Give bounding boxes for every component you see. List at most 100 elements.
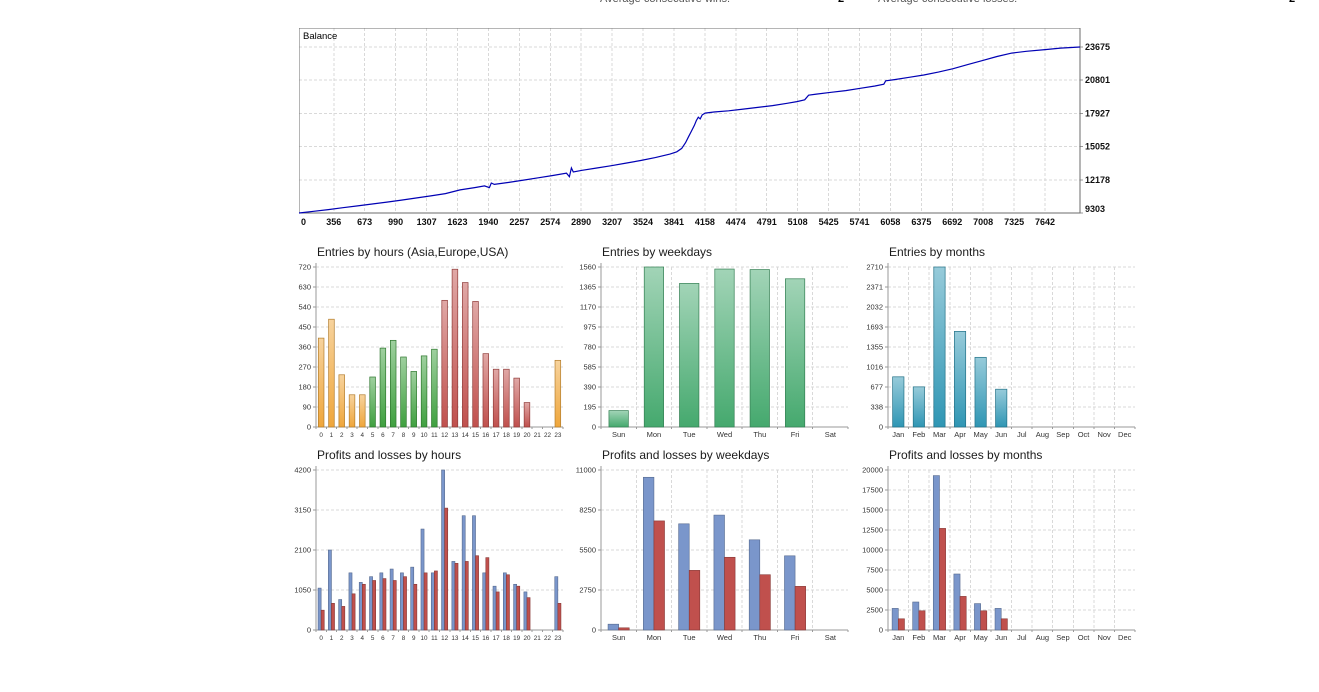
svg-text:450: 450 bbox=[298, 323, 311, 332]
svg-text:1: 1 bbox=[330, 635, 334, 642]
svg-text:2371: 2371 bbox=[866, 283, 883, 292]
svg-text:Dec: Dec bbox=[1118, 633, 1132, 642]
svg-text:9: 9 bbox=[412, 635, 416, 642]
svg-text:5108: 5108 bbox=[788, 217, 808, 227]
svg-text:1307: 1307 bbox=[417, 217, 437, 227]
svg-text:677: 677 bbox=[870, 383, 883, 392]
svg-text:6: 6 bbox=[381, 432, 385, 439]
svg-text:Wed: Wed bbox=[717, 430, 732, 439]
svg-text:5425: 5425 bbox=[819, 217, 839, 227]
svg-text:0: 0 bbox=[879, 626, 883, 635]
svg-text:4474: 4474 bbox=[726, 217, 746, 227]
svg-text:6692: 6692 bbox=[942, 217, 962, 227]
chart-title: Profits and losses by hours bbox=[317, 448, 462, 462]
svg-text:15: 15 bbox=[472, 432, 480, 439]
svg-text:Fri: Fri bbox=[791, 430, 800, 439]
svg-text:7: 7 bbox=[391, 635, 395, 642]
svg-text:Feb: Feb bbox=[912, 430, 925, 439]
svg-text:Wed: Wed bbox=[717, 633, 732, 642]
svg-text:Thu: Thu bbox=[753, 430, 766, 439]
avg-consecutive-wins-value: 2 bbox=[838, 0, 844, 5]
svg-text:0: 0 bbox=[319, 635, 323, 642]
svg-text:14: 14 bbox=[462, 432, 470, 439]
svg-text:356: 356 bbox=[326, 217, 341, 227]
svg-text:540: 540 bbox=[298, 303, 311, 312]
svg-text:6058: 6058 bbox=[880, 217, 900, 227]
svg-text:1560: 1560 bbox=[579, 263, 596, 272]
entries-by-hours-plot: 0 90 180 270 360 450 540 630 720 0 1 2 3 4 5 6 7 8 9 10 11 12… bbox=[280, 261, 565, 448]
svg-text:720: 720 bbox=[298, 263, 311, 272]
svg-text:2574: 2574 bbox=[540, 217, 560, 227]
svg-text:13: 13 bbox=[451, 432, 459, 439]
svg-text:1170: 1170 bbox=[580, 303, 596, 312]
chart-title: Entries by weekdays bbox=[602, 245, 713, 259]
svg-text:7008: 7008 bbox=[973, 217, 993, 227]
svg-text:4: 4 bbox=[361, 432, 365, 439]
svg-text:Mon: Mon bbox=[647, 633, 662, 642]
svg-text:9: 9 bbox=[412, 432, 416, 439]
svg-text:Mar: Mar bbox=[933, 633, 946, 642]
svg-text:17927: 17927 bbox=[1085, 108, 1110, 118]
svg-text:2710: 2710 bbox=[866, 263, 883, 272]
svg-text:2032: 2032 bbox=[866, 303, 883, 312]
svg-text:19: 19 bbox=[513, 432, 521, 439]
svg-text:16: 16 bbox=[482, 635, 490, 642]
svg-text:16: 16 bbox=[482, 432, 490, 439]
svg-text:13: 13 bbox=[451, 635, 459, 642]
svg-text:7500: 7500 bbox=[866, 566, 883, 575]
svg-text:7: 7 bbox=[391, 432, 395, 439]
svg-text:7325: 7325 bbox=[1004, 217, 1024, 227]
svg-text:1355: 1355 bbox=[866, 343, 883, 352]
svg-text:Mar: Mar bbox=[933, 430, 946, 439]
svg-text:3841: 3841 bbox=[664, 217, 684, 227]
balance-line-plot: 0 356 673 990 1307 1623 1940 2257 2574 2890 3207 35… bbox=[298, 27, 1115, 235]
profits-losses-by-weekdays-chart: Profits and losses by weekdays 0 2750 5500… bbox=[565, 448, 850, 651]
svg-text:Jul: Jul bbox=[1017, 633, 1027, 642]
svg-text:Thu: Thu bbox=[753, 633, 766, 642]
entries-by-months-plot: 0 338 677 1016 1355 1693 2032 2371 2710 Jan Feb Mar… bbox=[852, 261, 1137, 448]
svg-text:Sat: Sat bbox=[825, 430, 837, 439]
svg-text:5: 5 bbox=[371, 432, 375, 439]
svg-text:5000: 5000 bbox=[866, 586, 883, 595]
svg-text:20801: 20801 bbox=[1085, 75, 1110, 85]
svg-text:390: 390 bbox=[583, 383, 596, 392]
svg-text:12: 12 bbox=[441, 635, 449, 642]
svg-text:23: 23 bbox=[554, 432, 562, 439]
svg-text:18: 18 bbox=[503, 432, 511, 439]
svg-text:Nov: Nov bbox=[1097, 633, 1111, 642]
svg-text:14: 14 bbox=[462, 635, 470, 642]
svg-text:Sep: Sep bbox=[1056, 430, 1069, 439]
profits-losses-by-hours-plot: 0 1050 2100 3150 4200 0 1 2 3 4 5 6 7 8 9 10 11 12 13 14 15 1… bbox=[280, 464, 565, 651]
svg-text:9303: 9303 bbox=[1085, 204, 1105, 214]
svg-text:1940: 1940 bbox=[478, 217, 498, 227]
svg-text:0: 0 bbox=[592, 423, 596, 432]
profits-losses-by-months-chart: Profits and losses by months 0 2500 5000 75… bbox=[852, 448, 1137, 651]
svg-text:Feb: Feb bbox=[912, 633, 925, 642]
svg-text:Aug: Aug bbox=[1036, 430, 1049, 439]
svg-text:673: 673 bbox=[357, 217, 372, 227]
svg-text:15: 15 bbox=[472, 635, 480, 642]
svg-text:5500: 5500 bbox=[579, 546, 596, 555]
svg-text:4200: 4200 bbox=[294, 466, 311, 475]
svg-text:22: 22 bbox=[544, 432, 552, 439]
svg-text:Oct: Oct bbox=[1078, 430, 1091, 439]
svg-text:2500: 2500 bbox=[866, 606, 883, 615]
svg-text:10000: 10000 bbox=[862, 546, 883, 555]
svg-text:Dec: Dec bbox=[1118, 430, 1132, 439]
svg-text:338: 338 bbox=[870, 403, 883, 412]
svg-text:1016: 1016 bbox=[866, 363, 883, 372]
chart-title: Entries by months bbox=[889, 245, 986, 259]
svg-text:22: 22 bbox=[544, 635, 552, 642]
svg-text:Apr: Apr bbox=[954, 430, 966, 439]
svg-text:May: May bbox=[974, 430, 988, 439]
svg-text:8250: 8250 bbox=[579, 506, 596, 515]
svg-text:1693: 1693 bbox=[866, 323, 883, 332]
svg-text:Tue: Tue bbox=[683, 430, 696, 439]
svg-text:2: 2 bbox=[340, 432, 344, 439]
svg-text:8: 8 bbox=[402, 432, 406, 439]
chart-title: Profits and losses by months bbox=[889, 448, 1043, 462]
svg-text:4791: 4791 bbox=[757, 217, 777, 227]
svg-text:17: 17 bbox=[493, 635, 501, 642]
svg-text:1050: 1050 bbox=[294, 586, 311, 595]
svg-text:Jun: Jun bbox=[995, 430, 1007, 439]
